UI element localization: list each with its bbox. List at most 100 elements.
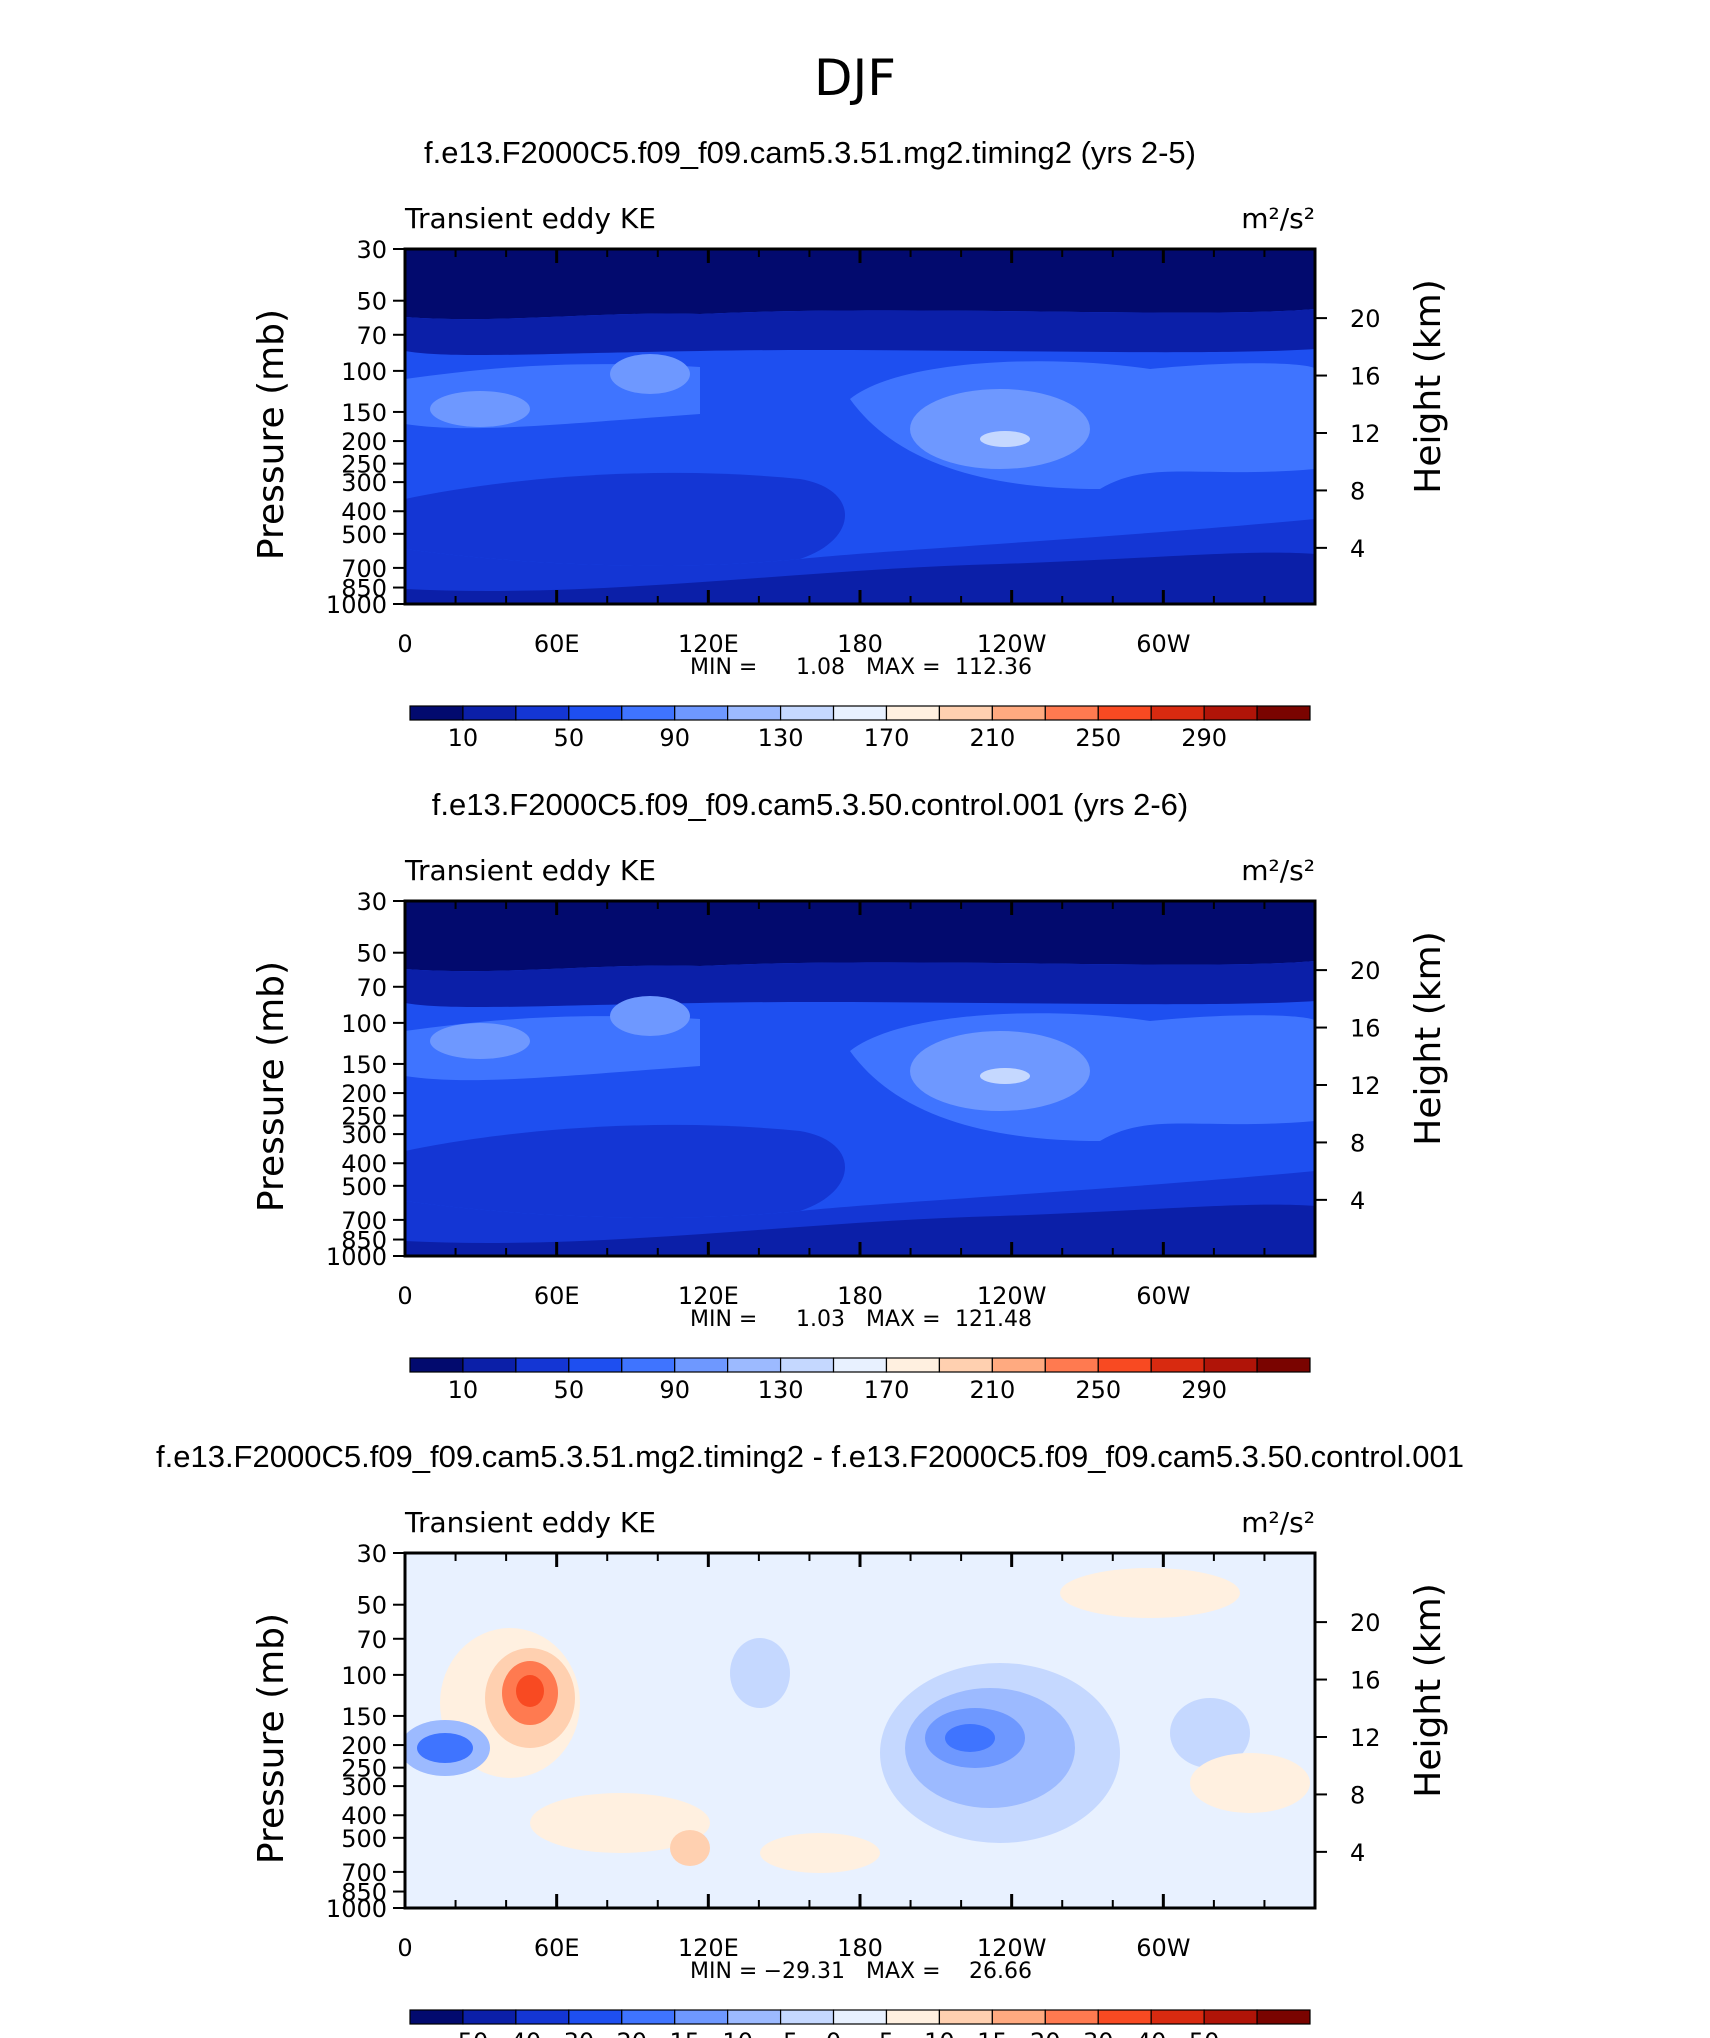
colorbar-label: 15 [977,2028,1008,2038]
y-tick-label: 1000 [326,1895,387,1923]
x-tick-label: 120W [977,1934,1047,1962]
colorbar-label: 170 [864,724,910,752]
colorbar-label: −10 [702,2028,753,2038]
colorbar-swatch [409,2009,464,2025]
contour-field [405,1553,1315,1908]
colorbar-swatch [515,1357,570,1373]
page-title: DJF [814,49,896,107]
y-tick-label: 100 [341,1010,387,1038]
y-tick-label: 1000 [326,1243,387,1271]
colorbar-swatch [885,2009,941,2025]
colorbar-swatch [832,705,888,721]
colorbar-swatch [727,2009,782,2025]
colorbar-swatch [674,1357,729,1373]
colorbar-label: −50 [438,2028,489,2038]
panel-title: f.e13.F2000C5.f09_f09.cam5.3.51.mg2.timi… [424,135,1196,170]
colorbar-swatch [1203,2009,1258,2025]
colorbar-label: 90 [659,1376,690,1404]
colorbar-label: 210 [969,1376,1015,1404]
band-upper-dark [405,249,1315,320]
colorbar-swatch [674,705,729,721]
contour-field [405,249,1315,604]
pos-low-3 [670,1830,710,1866]
x-tick-label: 60W [1136,630,1190,658]
stat-max-value: 121.48 [955,1307,1032,1332]
y-tick-label: 850 [341,575,387,603]
colorbar-label: −15 [649,2028,700,2038]
colorbar-swatch [462,1357,517,1373]
stat-min-label: MIN = [690,1959,757,1984]
y-tick-label: 850 [341,1879,387,1907]
colorbar-swatch [621,2009,676,2025]
colorbar-swatch [409,1357,464,1373]
y-tick-label: 500 [341,1825,387,1853]
y-tick-label: 400 [341,1802,387,1830]
y-tick-label: 850 [341,1227,387,1255]
colorbar-label: 0 [826,2028,841,2038]
y-right-tick-label: 16 [1350,1667,1381,1695]
y-tick-label: 400 [341,498,387,526]
colorbar-swatch [991,2009,1046,2025]
y-tick-label: 70 [356,1626,387,1654]
x-tick-label: 180 [837,1282,883,1310]
y-right-tick-label: 20 [1350,957,1381,985]
y-tick-label: 700 [341,555,387,583]
x-tick-label: 120E [678,630,739,658]
neg-mid-1 [730,1638,790,1708]
y-tick-label: 30 [356,888,387,916]
x-tick-label: 180 [837,1934,883,1962]
colorbar-swatch [1150,705,1205,721]
colorbar-label: 130 [758,724,804,752]
y-right-tick-label: 4 [1350,1187,1365,1215]
y-right-tick-label: 16 [1350,363,1381,391]
colorbar-swatch [938,705,993,721]
colorbar-swatch [885,1357,941,1373]
colorbar-swatch [1097,705,1152,721]
y-tick-label: 200 [341,1732,387,1760]
y-right-axis-label: Height (km) [1408,931,1449,1145]
band-upper-mid [405,961,1315,1008]
stat-min-value: −29.31 [764,1959,845,1984]
colorbar-swatch [832,1357,888,1373]
y-axis-label: Pressure (mb) [251,961,292,1212]
pos-region-4 [516,1675,544,1707]
band-upper-dark [405,901,1315,972]
y-right-tick-label: 20 [1350,1609,1381,1637]
y-tick-label: 300 [341,469,387,497]
colorbar-label: −30 [543,2028,594,2038]
core-west [430,1023,530,1059]
y-tick-label: 700 [341,1207,387,1235]
y-tick-label: 700 [341,1859,387,1887]
y-right-axis-label: Height (km) [1408,279,1449,493]
colorbar-label: 90 [659,724,690,752]
band-surface [405,552,1315,604]
colorbar-swatch [462,705,517,721]
colorbar-swatch [885,705,941,721]
colorbar-label: 10 [448,724,479,752]
stat-max-label: MAX = [866,1307,941,1332]
colorbar-label: 170 [864,1376,910,1404]
colorbar-swatch [779,1357,835,1373]
y-right-tick-label: 4 [1350,1839,1365,1867]
stat-min-value: 1.03 [796,1307,845,1332]
y-right-axis-label: Height (km) [1408,1583,1449,1797]
colorbar-swatch [621,1357,676,1373]
colorbar-swatch [832,2009,888,2025]
pos-low-1 [530,1793,710,1853]
x-tick-label: 120E [678,1282,739,1310]
band-upper-mid [405,309,1315,356]
y-tick-label: 50 [356,940,387,968]
y-right-tick-label: 12 [1350,420,1381,448]
colorbar-swatch [727,705,782,721]
colorbar-label: 50 [554,1376,585,1404]
chart-panel-3: f.e13.F2000C5.f09_f09.cam5.3.51.mg2.timi… [156,1439,1464,2038]
colorbar-swatch [1044,2009,1099,2025]
core-west [430,391,530,427]
colorbar-swatch [1256,1357,1311,1373]
x-tick-label: 180 [837,630,883,658]
y-tick-label: 150 [341,399,387,427]
colorbar-swatch [1150,2009,1205,2025]
colorbar-swatch [568,705,623,721]
x-tick-label: 120E [678,1934,739,1962]
